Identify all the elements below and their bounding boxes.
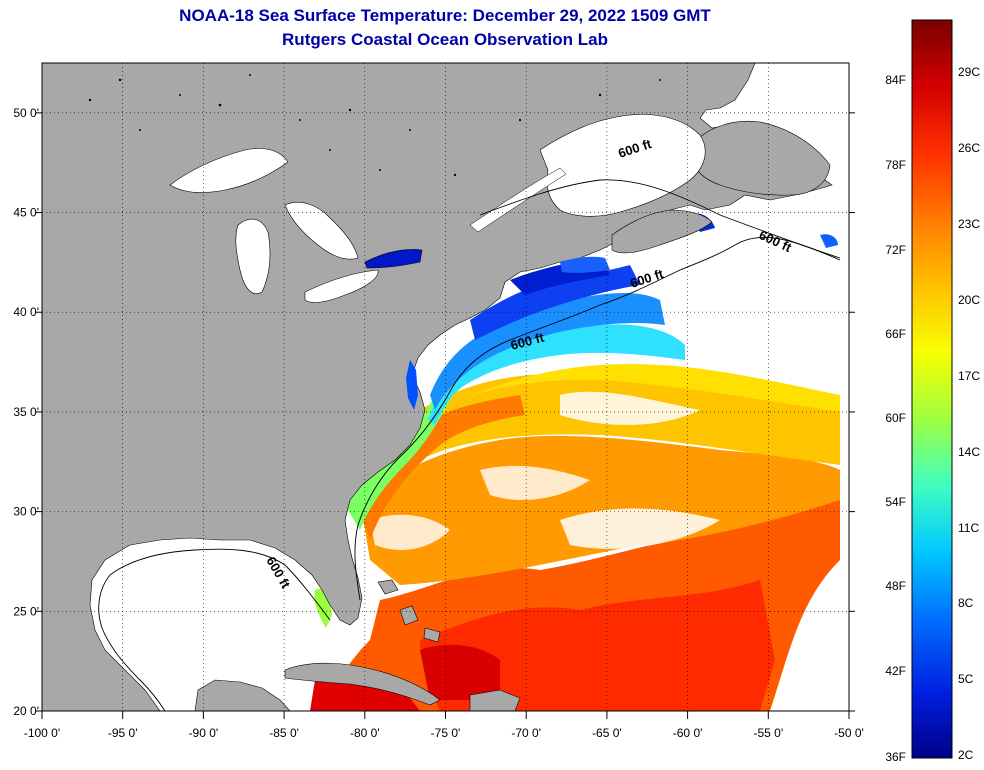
colorbar-celsius-label: 17C <box>958 369 980 383</box>
colorbar-celsius-label: 29C <box>958 65 980 79</box>
lon-tick-label: -80 0' <box>350 726 380 740</box>
chesapeake-bay <box>406 360 418 410</box>
st-lawrence-river <box>469 167 567 233</box>
lon-tick-label: -90 0' <box>189 726 219 740</box>
colorbar-fahrenheit-label: 42F <box>885 664 906 678</box>
colorbar-gradient <box>911 19 953 759</box>
colorbar-fahrenheit-label: 84F <box>885 73 906 87</box>
lat-tick-label: 20 0' <box>13 704 39 718</box>
colorbar-fahrenheit-label: 36F <box>885 750 906 764</box>
colorbar-celsius-label: 8C <box>958 596 974 610</box>
colorbar-celsius-label: 5C <box>958 672 974 686</box>
nova-scotia-land <box>611 209 713 254</box>
lat-tick-label: 25 0' <box>13 604 39 618</box>
colorbar-celsius-label: 2C <box>958 748 974 762</box>
bahamas-land <box>377 579 441 643</box>
colorbar-fahrenheit-label: 66F <box>885 327 906 341</box>
hispaniola-land <box>469 689 521 711</box>
colorbar-fahrenheit-label: 48F <box>885 579 906 593</box>
lon-tick-label: -95 0' <box>108 726 138 740</box>
colorbar-celsius-label: 11C <box>958 521 979 535</box>
colorbar-celsius-label: 23C <box>958 217 980 231</box>
yucatan-land <box>194 679 291 711</box>
colorbar-celsius-label: 14C <box>958 445 980 459</box>
colorbar-celsius-label: 26C <box>958 141 980 155</box>
lat-tick-label: 35 0' <box>13 405 39 419</box>
lon-tick-label: -55 0' <box>753 726 783 740</box>
cuba-land <box>284 662 441 706</box>
lat-tick-label: 30 0' <box>13 505 39 519</box>
lon-tick-label: -100 0' <box>24 726 60 740</box>
colorbar-celsius-label: 20C <box>958 293 980 307</box>
colorbar-fahrenheit-label: 60F <box>885 411 906 425</box>
colorbar-fahrenheit-labels: 84F 78F 72F 66F 60F 54F 48F 42F 36F <box>885 73 906 764</box>
depth-contour-600ft <box>98 179 841 711</box>
lon-tick-label: -70 0' <box>511 726 541 740</box>
lon-tick-label: -50 0' <box>834 726 864 740</box>
inland-lakes <box>88 74 661 177</box>
axis-ticks: -100 0' -95 0' -90 0' -85 0' -80 0' -75 0' -70… <box>13 106 863 740</box>
lon-tick-label: -60 0' <box>673 726 703 740</box>
lat-tick-label: 45 0' <box>13 206 39 220</box>
lat-tick-label: 50 0' <box>13 106 39 120</box>
map-title: NOAA-18 Sea Surface Temperature: Decembe… <box>179 6 711 25</box>
lon-tick-label: -65 0' <box>592 726 622 740</box>
colorbar-fahrenheit-label: 54F <box>885 495 906 509</box>
sst-swath <box>310 118 840 711</box>
map-subtitle: Rutgers Coastal Ocean Observation Lab <box>282 30 608 49</box>
colorbar: 84F 78F 72F 66F 60F 54F 48F 42F 36F 29C 26C 23C 20C… <box>885 19 980 764</box>
lat-tick-label: 40 0' <box>13 305 39 319</box>
great-lakes <box>169 148 423 303</box>
colorbar-celsius-labels: 29C 26C 23C 20C 17C 14C 11C 8C 5C 2C <box>958 65 980 762</box>
gulf-of-maine-water <box>560 256 610 273</box>
colorbar-fahrenheit-label: 72F <box>885 243 906 257</box>
newfoundland-land <box>689 120 831 196</box>
colorbar-fahrenheit-label: 78F <box>885 158 906 172</box>
lon-tick-label: -85 0' <box>269 726 299 740</box>
lon-tick-label: -75 0' <box>431 726 461 740</box>
